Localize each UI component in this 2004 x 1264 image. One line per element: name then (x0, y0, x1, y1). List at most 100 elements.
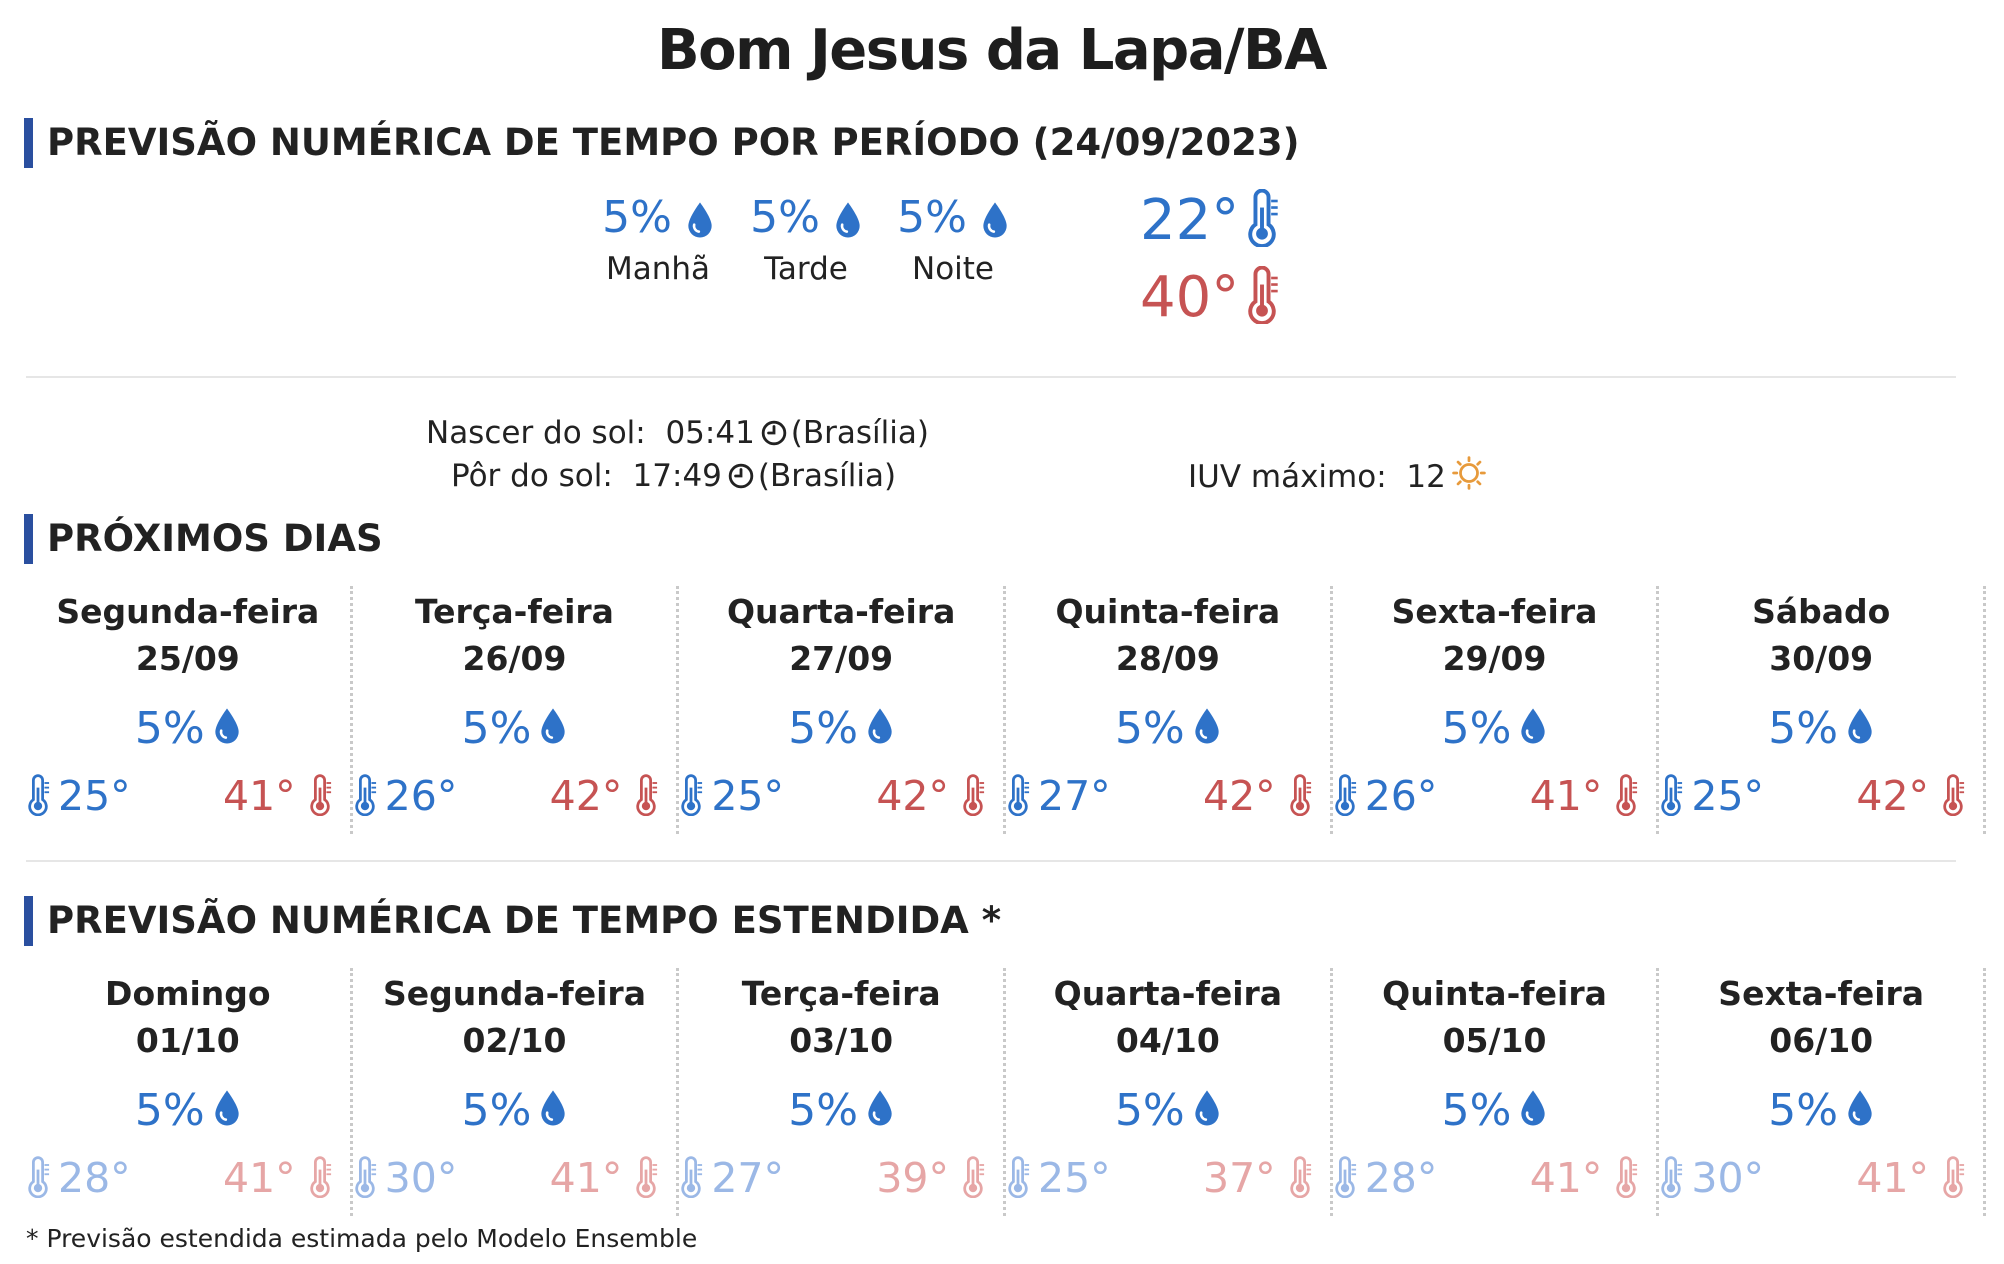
temp-min: 25° (26, 772, 131, 820)
thermometer-icon (634, 774, 658, 816)
thermometer-icon (1614, 774, 1638, 816)
day-name: Domingo (105, 974, 271, 1013)
drop-icon (1193, 1089, 1221, 1127)
temp-min: 28° (26, 1154, 131, 1202)
drop-icon (866, 1089, 894, 1127)
rain-probability: 5% (26, 1083, 350, 1139)
day-card: Quinta-feira 05/10 5% 28° 41° (1333, 968, 1660, 1216)
footnote: * Previsão estendida estimada pelo Model… (26, 1224, 698, 1253)
day-date: 26/09 (462, 639, 567, 678)
thermometer-icon (634, 1156, 658, 1198)
drop-icon (1519, 1089, 1547, 1127)
drop-icon (686, 201, 714, 239)
rain-probability: 5% (883, 190, 1023, 246)
drop-icon (539, 707, 567, 745)
day-card: Terça-feira 03/10 5% 27° 39° (679, 968, 1007, 1216)
section-title-extended: PREVISÃO NUMÉRICA DE TEMPO ESTENDIDA * (24, 896, 1001, 946)
temp-max: 42° (1203, 772, 1312, 820)
day-card: Terça-feira 26/09 5% 26° 42° (353, 586, 680, 834)
drop-icon (1846, 1089, 1874, 1127)
temp-max: 41° (223, 1154, 332, 1202)
rain-probability: 5% (679, 701, 1003, 757)
period-label: Noite (912, 251, 994, 287)
day-card: Sexta-feira 29/09 5% 26° 41° (1333, 586, 1660, 834)
period-label: Tarde (764, 251, 848, 287)
day-date: 25/09 (135, 639, 240, 678)
day-date: 29/09 (1442, 639, 1547, 678)
thermometer-icon (1288, 1156, 1312, 1198)
clock-icon (761, 420, 787, 446)
rain-probability: 5% (736, 190, 876, 246)
drop-icon (213, 707, 241, 745)
rain-probability: 5% (1333, 701, 1657, 757)
temp-min: 25° (1006, 1154, 1111, 1202)
day-card: Quarta-feira 27/09 5% 25° 42° (679, 586, 1007, 834)
today-temp-min: 22° (1140, 186, 1279, 256)
thermometer-icon (1288, 774, 1312, 816)
rain-probability: 5% (1333, 1083, 1657, 1139)
rain-probability: 5% (588, 190, 728, 246)
temp-min: 27° (1006, 772, 1111, 820)
section-title-today: PREVISÃO NUMÉRICA DE TEMPO POR PERÍODO (… (24, 118, 1300, 168)
day-name: Sexta-feira (1391, 592, 1598, 631)
day-card: Sábado 30/09 5% 25° 42° (1659, 586, 1987, 834)
day-card: Segunda-feira 25/09 5% 25° 41° (26, 586, 353, 834)
sun-icon (1452, 456, 1486, 490)
drop-icon (866, 707, 894, 745)
period-morning: 5% Manhã (588, 190, 728, 292)
sunset-info: Pôr do sol: 17:49 (Brasília) (451, 458, 897, 494)
extended-days-row: Domingo 01/10 5% 28° 41° Segunda-feira 0… (26, 968, 1987, 1216)
day-card: Sexta-feira 06/10 5% 30° 41° (1659, 968, 1987, 1216)
thermometer-icon (1333, 1156, 1357, 1198)
thermometer-icon (1006, 1156, 1030, 1198)
drop-icon (1846, 707, 1874, 745)
temp-min: 26° (1333, 772, 1437, 820)
thermometer-icon (679, 774, 703, 816)
day-date: 05/10 (1442, 1021, 1547, 1060)
rain-probability: 5% (679, 1083, 1003, 1139)
rain-probability: 5% (353, 701, 677, 757)
day-card: Segunda-feira 02/10 5% 30° 41° (353, 968, 680, 1216)
temp-max: 41° (550, 1154, 659, 1202)
day-name: Quarta-feira (1053, 974, 1283, 1013)
drop-icon (981, 201, 1009, 239)
temp-max: 42° (1856, 772, 1965, 820)
drop-icon (213, 1089, 241, 1127)
thermometer-icon (353, 1156, 377, 1198)
period-night: 5% Noite (883, 190, 1023, 292)
day-date: 06/10 (1769, 1021, 1874, 1060)
temp-max: 39° (876, 1154, 985, 1202)
day-name: Segunda-feira (56, 592, 320, 631)
today-temp-max: 40° (1140, 263, 1279, 333)
thermometer-icon (26, 774, 50, 816)
rain-probability: 5% (353, 1083, 677, 1139)
thermometer-icon (1659, 774, 1683, 816)
day-name: Terça-feira (741, 974, 941, 1013)
temp-min: 25° (679, 772, 784, 820)
thermometer-icon (1659, 1156, 1683, 1198)
thermometer-icon (26, 1156, 50, 1198)
day-date: 04/10 (1115, 1021, 1220, 1060)
day-date: 03/10 (789, 1021, 894, 1060)
day-card: Quinta-feira 28/09 5% 27° 42° (1006, 586, 1333, 834)
day-name: Quinta-feira (1382, 974, 1607, 1013)
divider (26, 376, 1956, 378)
temp-min: 25° (1659, 772, 1764, 820)
temp-min: 30° (353, 1154, 457, 1202)
rain-probability: 5% (1659, 701, 1983, 757)
day-date: 28/09 (1115, 639, 1220, 678)
drop-icon (539, 1089, 567, 1127)
day-date: 02/10 (462, 1021, 567, 1060)
day-name: Quinta-feira (1055, 592, 1281, 631)
thermometer-icon (1245, 266, 1279, 324)
drop-icon (834, 201, 862, 239)
thermometer-icon (961, 774, 985, 816)
day-name: Sábado (1752, 592, 1891, 631)
temp-max: 41° (1530, 1154, 1639, 1202)
day-card: Domingo 01/10 5% 28° 41° (26, 968, 353, 1216)
day-name: Sexta-feira (1718, 974, 1925, 1013)
thermometer-icon (353, 774, 377, 816)
day-date: 30/09 (1769, 639, 1874, 678)
rain-probability: 5% (26, 701, 350, 757)
temp-max: 41° (1530, 772, 1639, 820)
